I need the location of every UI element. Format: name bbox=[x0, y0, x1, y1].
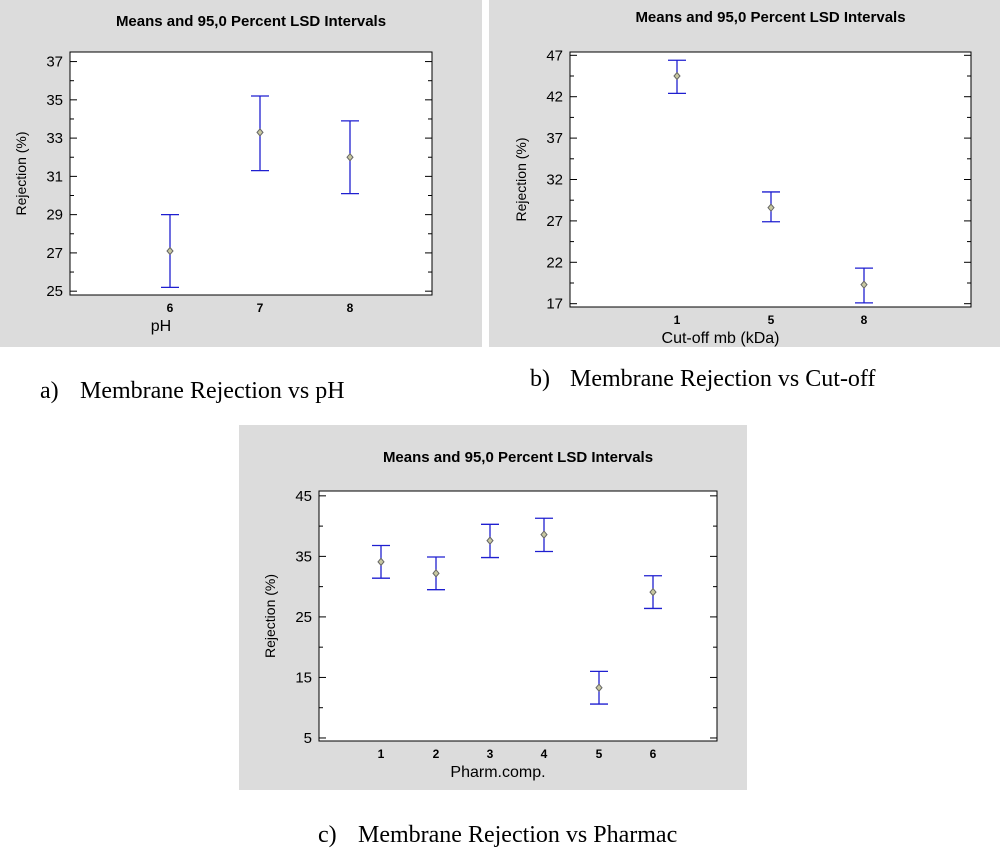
mean-point bbox=[432, 569, 440, 578]
x-tick-label: 6 bbox=[650, 747, 657, 761]
mean-point bbox=[767, 203, 775, 212]
x-tick-label: 8 bbox=[347, 301, 354, 315]
y-tick-label: 25 bbox=[46, 283, 63, 300]
caption-ph-text: Membrane Rejection vs pH bbox=[80, 378, 345, 404]
y-tick-label: 25 bbox=[295, 609, 312, 626]
x-tick-label: 3 bbox=[487, 747, 494, 761]
x-tick-label: 5 bbox=[768, 313, 775, 327]
y-tick-label: 27 bbox=[46, 245, 63, 262]
y-tick-label: 5 bbox=[304, 730, 312, 747]
caption-pharm-letter: c) bbox=[318, 822, 337, 848]
chart-panel-cutoff: Means and 95,0 Percent LSD Intervals 17 22… bbox=[489, 0, 1000, 347]
chart-panel-ph: Means and 95,0 Percent LSD Intervals 25 27… bbox=[0, 0, 482, 347]
chart-title: Means and 95,0 Percent LSD Intervals bbox=[635, 9, 905, 26]
y-axis-label: Rejection (%) bbox=[513, 137, 529, 221]
x-tick-label: 2 bbox=[433, 747, 440, 761]
y-tick-label: 47 bbox=[546, 47, 563, 64]
y-tick-label: 42 bbox=[546, 89, 563, 106]
chart-panel-pharm: Means and 95,0 Percent LSD Intervals 5 15 2… bbox=[239, 425, 747, 790]
y-tick-label: 35 bbox=[46, 92, 63, 109]
plot-area bbox=[69, 51, 433, 296]
x-tick-label: 6 bbox=[167, 301, 174, 315]
y-axis-label: Rejection (%) bbox=[262, 574, 278, 658]
chart-title: Means and 95,0 Percent LSD Intervals bbox=[383, 449, 653, 466]
x-tick-label: 1 bbox=[378, 747, 385, 761]
chart-pharm: Means and 95,0 Percent LSD Intervals5152… bbox=[262, 449, 718, 781]
chart-ph: Means and 95,0 Percent LSD Intervals 25 27… bbox=[13, 13, 433, 335]
x-tick-label: 4 bbox=[541, 747, 548, 761]
mean-point bbox=[486, 536, 494, 545]
caption-cutoff-text: Membrane Rejection vs Cut-off bbox=[570, 366, 876, 392]
y-tick-label: 15 bbox=[295, 669, 312, 686]
mean-point bbox=[673, 71, 681, 81]
x-tick-label: 1 bbox=[674, 313, 681, 327]
mean-point bbox=[860, 280, 868, 289]
mean-point bbox=[377, 557, 385, 567]
y-tick-label: 31 bbox=[46, 168, 63, 185]
mean-point bbox=[256, 128, 264, 137]
chart-title: Means and 95,0 Percent LSD Intervals bbox=[116, 13, 386, 30]
x-tick-label: 7 bbox=[257, 301, 264, 315]
caption-ph: a) Membrane Rejection vs pH bbox=[40, 378, 345, 405]
caption-pharm-text: Membrane Rejection vs Pharmac bbox=[358, 822, 678, 848]
y-tick-label: 27 bbox=[546, 213, 563, 230]
y-axis-label: Rejection (%) bbox=[13, 131, 29, 215]
y-tick-label: 37 bbox=[546, 130, 563, 147]
mean-point bbox=[346, 152, 354, 162]
plot-area bbox=[318, 490, 718, 742]
y-tick-label: 29 bbox=[46, 207, 63, 224]
mean-point bbox=[649, 587, 657, 597]
x-axis-label: pH bbox=[151, 318, 171, 335]
caption-ph-letter: a) bbox=[40, 378, 59, 404]
mean-point bbox=[166, 246, 174, 256]
y-tick-label: 35 bbox=[295, 548, 312, 565]
x-axis-label: Cut-off mb (kDa) bbox=[662, 330, 780, 347]
y-tick-label: 37 bbox=[46, 54, 63, 71]
y-tick-label: 32 bbox=[546, 172, 563, 189]
caption-cutoff-letter: b) bbox=[530, 366, 550, 392]
mean-point bbox=[595, 683, 603, 692]
y-tick-label: 33 bbox=[46, 130, 63, 147]
y-tick-label: 45 bbox=[295, 488, 312, 505]
caption-cutoff: b) Membrane Rejection vs Cut-off bbox=[530, 366, 875, 393]
mean-point bbox=[540, 530, 548, 539]
caption-pharm: c) Membrane Rejection vs Pharmac bbox=[318, 822, 677, 849]
y-tick-label: 22 bbox=[546, 254, 563, 271]
x-tick-label: 8 bbox=[861, 313, 868, 327]
x-axis-label: Pharm.comp. bbox=[450, 764, 545, 781]
y-tick-label: 17 bbox=[546, 296, 563, 313]
chart-cutoff: Means and 95,0 Percent LSD Intervals 17 22… bbox=[513, 9, 972, 347]
plot-area bbox=[569, 51, 972, 308]
x-tick-label: 5 bbox=[596, 747, 603, 761]
